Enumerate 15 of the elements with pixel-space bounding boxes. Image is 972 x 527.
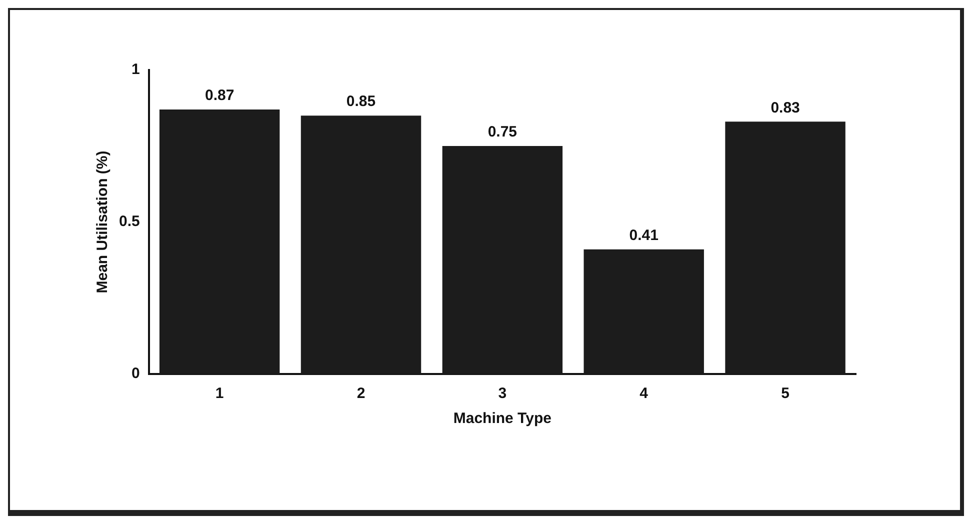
data-label: 0.87 bbox=[204, 87, 234, 104]
x-tick-label: 4 bbox=[640, 385, 649, 402]
data-label: 0.41 bbox=[629, 227, 658, 244]
data-label: 0.75 bbox=[488, 124, 518, 141]
x-tick-label: 3 bbox=[498, 385, 507, 402]
x-axis-title: Machine Type bbox=[453, 410, 552, 428]
y-tick-label: 0.5 bbox=[118, 213, 140, 230]
y-tick-label: 1 bbox=[132, 61, 140, 78]
x-tick-label: 2 bbox=[356, 385, 366, 402]
data-label: 0.85 bbox=[346, 93, 376, 110]
y-axis-title: Mean Utilisation (%) bbox=[94, 150, 112, 294]
x-tick-label: 1 bbox=[215, 385, 224, 402]
data-label: 0.83 bbox=[770, 99, 800, 116]
y-tick-label: 0 bbox=[132, 365, 140, 382]
x-tick-label: 5 bbox=[781, 385, 790, 402]
